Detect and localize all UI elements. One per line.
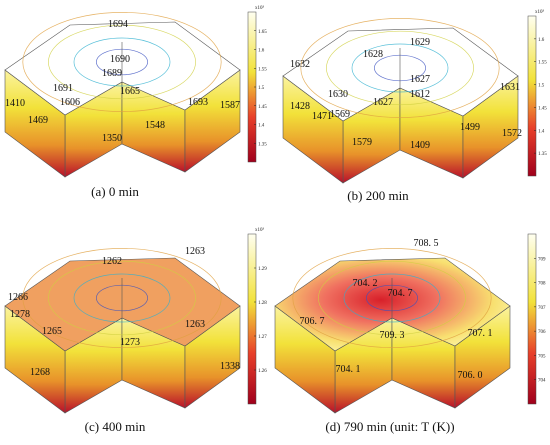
- colorbar-tick-label: 1.5: [538, 84, 545, 89]
- colorbar-tick-label: 1.35: [258, 142, 267, 147]
- contour-label: 1572: [502, 128, 522, 139]
- block-top: [4, 21, 241, 116]
- panel-caption: (c) 400 min: [85, 419, 146, 434]
- colorbar-tick-label: 1.29: [258, 267, 267, 272]
- contour-label: 709. 3: [380, 330, 405, 341]
- panel: [282, 18, 519, 184]
- contour-line: [48, 260, 196, 336]
- block-top: [274, 257, 511, 352]
- contour-label: 1273: [120, 337, 140, 348]
- colorbar-tick-label: 1.4: [538, 129, 545, 134]
- panel: [4, 12, 241, 178]
- contour-label: 1691: [53, 83, 73, 94]
- contour-line: [292, 248, 492, 348]
- contour-line: [300, 18, 500, 118]
- contour-line: [326, 30, 474, 106]
- contour-label: 1262: [102, 256, 122, 267]
- contour-label: 1630: [328, 89, 348, 100]
- contour-label: 1665: [120, 86, 140, 97]
- contour-label: 1350: [102, 133, 122, 144]
- colorbar-tick-label: 1.65: [258, 30, 267, 35]
- contour-label: 1579: [352, 137, 372, 148]
- colorbar-tick-label: 1.5: [258, 86, 265, 91]
- colorbar-tick-label: 1.45: [258, 105, 267, 110]
- panel-caption: (d) 790 min (unit: T (K)): [325, 419, 454, 434]
- colorbar-tick-label: 1.55: [258, 67, 267, 72]
- colorbar: [247, 233, 257, 405]
- contour-label: 1469: [28, 115, 48, 126]
- colorbar-exponent: x10³: [255, 227, 265, 233]
- colorbar-tick-label: 1.35: [538, 152, 547, 157]
- contour-label: 1627: [373, 97, 393, 108]
- contour-label: 704. 7: [388, 288, 413, 299]
- contour-label: 1410: [5, 98, 25, 109]
- contour-label: 1629: [410, 37, 430, 48]
- colorbar-tick-label: 706: [538, 330, 546, 335]
- contour-label: 1263: [185, 246, 205, 257]
- panel-caption: (b) 200 min: [347, 188, 409, 203]
- colorbar: [527, 15, 537, 177]
- colorbar-exponent: x10³: [535, 9, 545, 15]
- contour-label: 1632: [290, 59, 310, 70]
- contour-label: 1471: [312, 111, 332, 122]
- colorbar-tick-label: 704: [538, 379, 546, 384]
- contour-line: [22, 12, 222, 112]
- contour-label: 1266: [8, 292, 28, 303]
- contour-line: [73, 273, 171, 323]
- colorbar-tick-label: 1.6: [258, 49, 265, 54]
- colorbar-tick-label: 1.45: [538, 106, 547, 111]
- contour-label: 1627: [410, 74, 430, 85]
- panel-caption: (a) 0 min: [91, 184, 139, 199]
- contour-label: 1690: [110, 54, 130, 65]
- colorbar-tick-label: 1.28: [258, 301, 267, 306]
- contour-label: 1569: [330, 109, 350, 120]
- contour-label: 1338: [220, 361, 240, 372]
- colorbar-tick-label: 709: [538, 257, 546, 262]
- colorbar: [527, 233, 537, 405]
- contour-label: 1606: [60, 97, 80, 108]
- contour-label: 1265: [42, 326, 62, 337]
- colorbar-tick-label: 1.55: [538, 61, 547, 66]
- contour-label: 1689: [102, 68, 122, 79]
- contour-label: 1428: [290, 101, 310, 112]
- colorbar-tick-label: 1.27: [258, 335, 267, 340]
- contour-label: 704. 2: [353, 278, 378, 289]
- contour-label: 1278: [10, 309, 30, 320]
- colorbar-tick-label: 707: [538, 306, 546, 311]
- colorbar-tick-label: 1.6: [538, 38, 545, 43]
- contour-line: [22, 248, 222, 348]
- colorbar-tick-label: 1.26: [258, 369, 267, 374]
- contour-line: [351, 43, 449, 93]
- colorbar-tick-label: 705: [538, 354, 546, 359]
- contour-label: 706. 7: [300, 316, 325, 327]
- contour-label: 706. 0: [458, 370, 483, 381]
- contour-label: 708. 5: [414, 238, 439, 249]
- contour-label: 1499: [460, 122, 480, 133]
- contour-label: 1548: [145, 120, 165, 131]
- contour-label: 1631: [500, 82, 520, 93]
- contour-label: 707. 1: [468, 328, 493, 339]
- panel: [274, 248, 511, 414]
- contour-label: 1268: [30, 367, 50, 378]
- contour-label: 1587: [220, 100, 240, 111]
- contour-label: 1693: [188, 97, 208, 108]
- contour-line: [318, 260, 466, 336]
- block-top: [4, 257, 241, 352]
- block-top: [282, 27, 519, 122]
- contour-line: [48, 24, 196, 100]
- contour-label: 1628: [363, 49, 383, 60]
- colorbar-tick-label: 1.4: [258, 124, 265, 129]
- contour-label: 1409: [410, 140, 430, 151]
- contour-label: 1612: [410, 89, 430, 100]
- contour-label: 1694: [108, 19, 128, 30]
- contour-label: 1263: [185, 319, 205, 330]
- colorbar-tick-label: 708: [538, 282, 546, 287]
- contour-line: [73, 37, 171, 87]
- colorbar-exponent: x10³: [255, 5, 265, 11]
- contour-label: 704. 1: [336, 364, 361, 375]
- contour-line: [343, 273, 441, 323]
- panel: [4, 248, 241, 414]
